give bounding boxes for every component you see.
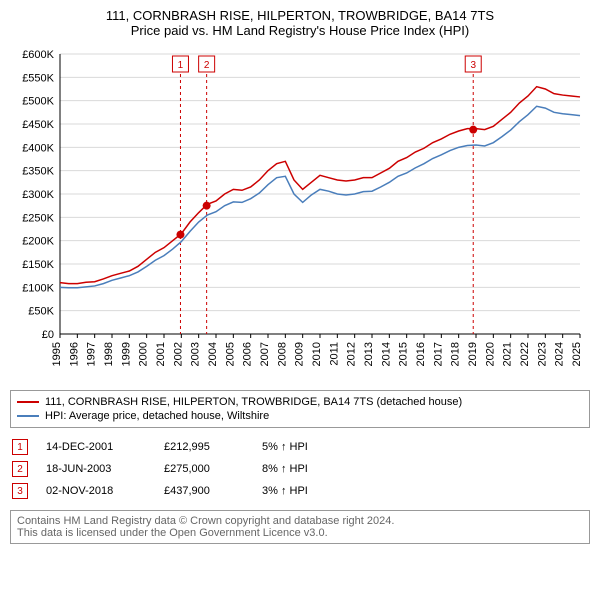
svg-text:£100K: £100K [22,282,54,294]
svg-text:2004: 2004 [207,342,219,366]
svg-text:£0: £0 [42,329,54,341]
chart-subtitle: Price paid vs. HM Land Registry's House … [10,23,590,38]
svg-text:2024: 2024 [554,342,566,366]
svg-text:1996: 1996 [68,342,80,366]
transaction-row: 1 14-DEC-2001 £212,995 5% ↑ HPI [10,436,590,458]
transaction-date: 02-NOV-2018 [46,485,146,497]
svg-text:£150K: £150K [22,259,54,271]
transaction-pct: 8% ↑ HPI [262,463,372,475]
transaction-date: 14-DEC-2001 [46,441,146,453]
svg-text:2017: 2017 [432,342,444,366]
svg-text:2000: 2000 [138,342,150,366]
svg-text:2003: 2003 [190,342,202,366]
svg-text:1998: 1998 [103,342,115,366]
legend-item: 111, CORNBRASH RISE, HILPERTON, TROWBRID… [17,395,583,409]
price-chart: £0 £50K £100K £150K £200K £250K £300K £350K £400… [10,44,590,384]
svg-text:2016: 2016 [415,342,427,366]
legend-item: HPI: Average price, detached house, Wilt… [17,409,583,423]
svg-text:2005: 2005 [224,342,236,366]
transaction-price: £437,900 [164,485,244,497]
svg-text:2010: 2010 [311,342,323,366]
svg-text:£400K: £400K [22,142,54,154]
transaction-row: 2 18-JUN-2003 £275,000 8% ↑ HPI [10,458,590,480]
legend-swatch [17,401,39,403]
svg-text:£550K: £550K [22,72,54,84]
footer-attribution: Contains HM Land Registry data © Crown c… [10,510,590,544]
transaction-price: £275,000 [164,463,244,475]
legend-label: 111, CORNBRASH RISE, HILPERTON, TROWBRID… [45,396,462,408]
svg-text:£50K: £50K [28,306,54,318]
page: 111, CORNBRASH RISE, HILPERTON, TROWBRID… [0,0,600,554]
svg-text:2019: 2019 [467,342,479,366]
footer-line: This data is licensed under the Open Gov… [17,527,583,539]
transactions-table: 1 14-DEC-2001 £212,995 5% ↑ HPI 2 18-JUN-2003… [10,436,590,502]
svg-text:1999: 1999 [120,342,132,366]
svg-text:3: 3 [470,60,476,71]
svg-text:£500K: £500K [22,96,54,108]
chart-title-block: 111, CORNBRASH RISE, HILPERTON, TROWBRID… [10,8,590,38]
svg-text:2022: 2022 [519,342,531,366]
svg-text:£300K: £300K [22,189,54,201]
chart-title: 111, CORNBRASH RISE, HILPERTON, TROWBRID… [10,8,590,23]
svg-text:£600K: £600K [22,49,54,61]
svg-text:£450K: £450K [22,119,54,131]
svg-text:2025: 2025 [571,342,583,366]
transaction-pct: 5% ↑ HPI [262,441,372,453]
svg-text:2021: 2021 [502,342,514,366]
svg-text:1: 1 [178,60,184,71]
transaction-price: £212,995 [164,441,244,453]
legend: 111, CORNBRASH RISE, HILPERTON, TROWBRID… [10,390,590,428]
svg-text:2001: 2001 [155,342,167,366]
svg-text:£250K: £250K [22,212,54,224]
transaction-marker: 3 [12,483,28,499]
svg-text:2018: 2018 [450,342,462,366]
svg-text:2007: 2007 [259,342,271,366]
legend-swatch [17,415,39,417]
transaction-pct: 3% ↑ HPI [262,485,372,497]
svg-text:1995: 1995 [51,342,63,366]
svg-text:2: 2 [204,60,210,71]
svg-text:2006: 2006 [242,342,254,366]
svg-text:2020: 2020 [484,342,496,366]
transaction-date: 18-JUN-2003 [46,463,146,475]
svg-text:2008: 2008 [276,342,288,366]
svg-text:2009: 2009 [294,342,306,366]
svg-text:1997: 1997 [86,342,98,366]
svg-text:2023: 2023 [536,342,548,366]
chart-svg: £0 £50K £100K £150K £200K £250K £300K £350K £400… [10,44,590,384]
footer-line: Contains HM Land Registry data © Crown c… [17,515,583,527]
svg-text:£200K: £200K [22,236,54,248]
svg-text:2002: 2002 [172,342,184,366]
svg-text:2011: 2011 [328,342,340,366]
transaction-row: 3 02-NOV-2018 £437,900 3% ↑ HPI [10,480,590,502]
transaction-marker: 1 [12,439,28,455]
legend-label: HPI: Average price, detached house, Wilt… [45,410,269,422]
svg-text:£350K: £350K [22,166,54,178]
svg-text:2015: 2015 [398,342,410,366]
svg-text:2012: 2012 [346,342,358,366]
svg-text:2014: 2014 [380,342,392,366]
svg-text:2013: 2013 [363,342,375,366]
transaction-marker: 2 [12,461,28,477]
